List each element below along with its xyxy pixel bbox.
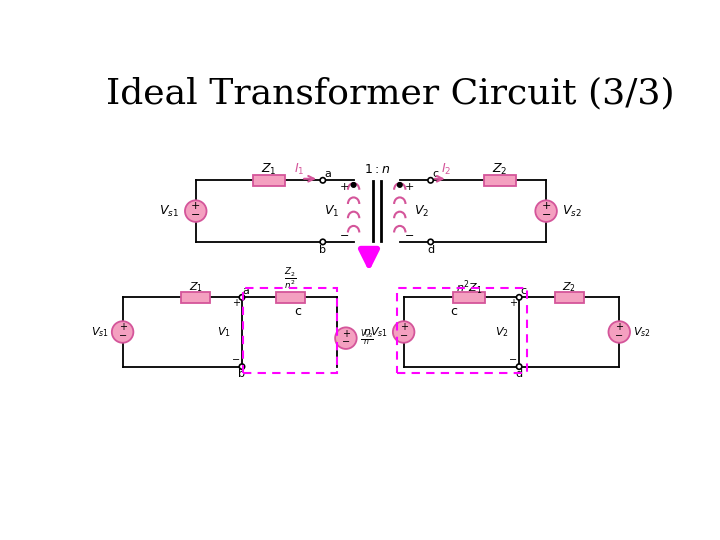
Text: +: + bbox=[616, 322, 624, 332]
Bar bbox=[276, 292, 305, 303]
Text: Ideal Transformer Circuit (3/3): Ideal Transformer Circuit (3/3) bbox=[106, 76, 675, 110]
Text: $V_{s1}$: $V_{s1}$ bbox=[91, 325, 109, 339]
Bar bbox=[554, 292, 584, 303]
Text: d: d bbox=[427, 245, 434, 254]
Text: c: c bbox=[432, 169, 438, 179]
Text: $V_1$: $V_1$ bbox=[325, 204, 340, 219]
Text: $nV_{s1}$: $nV_{s1}$ bbox=[364, 325, 388, 339]
Circle shape bbox=[397, 183, 402, 187]
Circle shape bbox=[335, 327, 356, 349]
Bar bbox=[181, 292, 210, 303]
Circle shape bbox=[536, 200, 557, 222]
Text: +: + bbox=[232, 299, 240, 308]
Text: +: + bbox=[541, 201, 551, 212]
Text: a: a bbox=[324, 169, 331, 179]
Text: $V_2$: $V_2$ bbox=[414, 204, 429, 219]
Text: $Z_2$: $Z_2$ bbox=[562, 280, 576, 294]
Circle shape bbox=[516, 364, 522, 369]
Text: $V_{s2}$: $V_{s2}$ bbox=[633, 325, 651, 339]
Circle shape bbox=[393, 321, 415, 343]
Text: $Z_1$: $Z_1$ bbox=[261, 162, 276, 177]
Circle shape bbox=[239, 295, 245, 300]
Text: $Z_1$: $Z_1$ bbox=[189, 280, 203, 294]
Text: c: c bbox=[450, 305, 457, 318]
Bar bbox=[453, 292, 485, 303]
Text: $V_{s1}$: $V_{s1}$ bbox=[159, 204, 179, 219]
Circle shape bbox=[185, 200, 207, 222]
Circle shape bbox=[351, 183, 356, 187]
Circle shape bbox=[608, 321, 630, 343]
Text: $n^2Z_1$: $n^2Z_1$ bbox=[456, 278, 482, 296]
Text: +: + bbox=[119, 322, 127, 332]
Text: $V_{s2}$: $V_{s2}$ bbox=[562, 204, 581, 219]
Text: $1:n$: $1:n$ bbox=[364, 163, 390, 176]
Text: −: − bbox=[342, 337, 350, 347]
Text: a: a bbox=[243, 286, 249, 296]
Text: $\frac{V_{s2}}{n}$: $\frac{V_{s2}}{n}$ bbox=[360, 327, 374, 349]
Circle shape bbox=[320, 178, 325, 183]
Text: $I_1$: $I_1$ bbox=[294, 162, 305, 177]
Text: $\frac{Z_2}{n^2}$: $\frac{Z_2}{n^2}$ bbox=[284, 266, 297, 291]
Text: −: − bbox=[615, 331, 624, 341]
Text: b: b bbox=[238, 369, 246, 379]
Circle shape bbox=[516, 295, 522, 300]
Text: $Z_2$: $Z_2$ bbox=[492, 162, 508, 177]
Text: −: − bbox=[405, 231, 414, 241]
Text: +: + bbox=[405, 182, 414, 192]
Circle shape bbox=[239, 364, 245, 369]
Text: −: − bbox=[119, 331, 127, 341]
Text: d: d bbox=[516, 369, 523, 379]
Text: +: + bbox=[400, 322, 408, 332]
Text: −: − bbox=[340, 231, 349, 241]
Circle shape bbox=[320, 239, 325, 245]
Text: $I_2$: $I_2$ bbox=[441, 162, 451, 177]
Circle shape bbox=[112, 321, 133, 343]
Text: −: − bbox=[400, 331, 408, 341]
Circle shape bbox=[428, 239, 433, 245]
Text: $V_1$: $V_1$ bbox=[217, 325, 231, 339]
Text: +: + bbox=[342, 328, 350, 339]
Bar bbox=[484, 174, 516, 186]
Text: +: + bbox=[509, 299, 517, 308]
Text: −: − bbox=[191, 210, 200, 220]
Circle shape bbox=[428, 178, 433, 183]
Text: c: c bbox=[294, 305, 302, 318]
Text: $V_2$: $V_2$ bbox=[495, 325, 508, 339]
Text: −: − bbox=[232, 355, 240, 366]
Text: −: − bbox=[509, 355, 517, 366]
Text: −: − bbox=[541, 210, 551, 220]
Text: c: c bbox=[521, 286, 527, 296]
Text: b: b bbox=[319, 245, 326, 254]
Bar bbox=[253, 174, 285, 186]
Text: +: + bbox=[191, 201, 200, 212]
Text: +: + bbox=[340, 182, 349, 192]
